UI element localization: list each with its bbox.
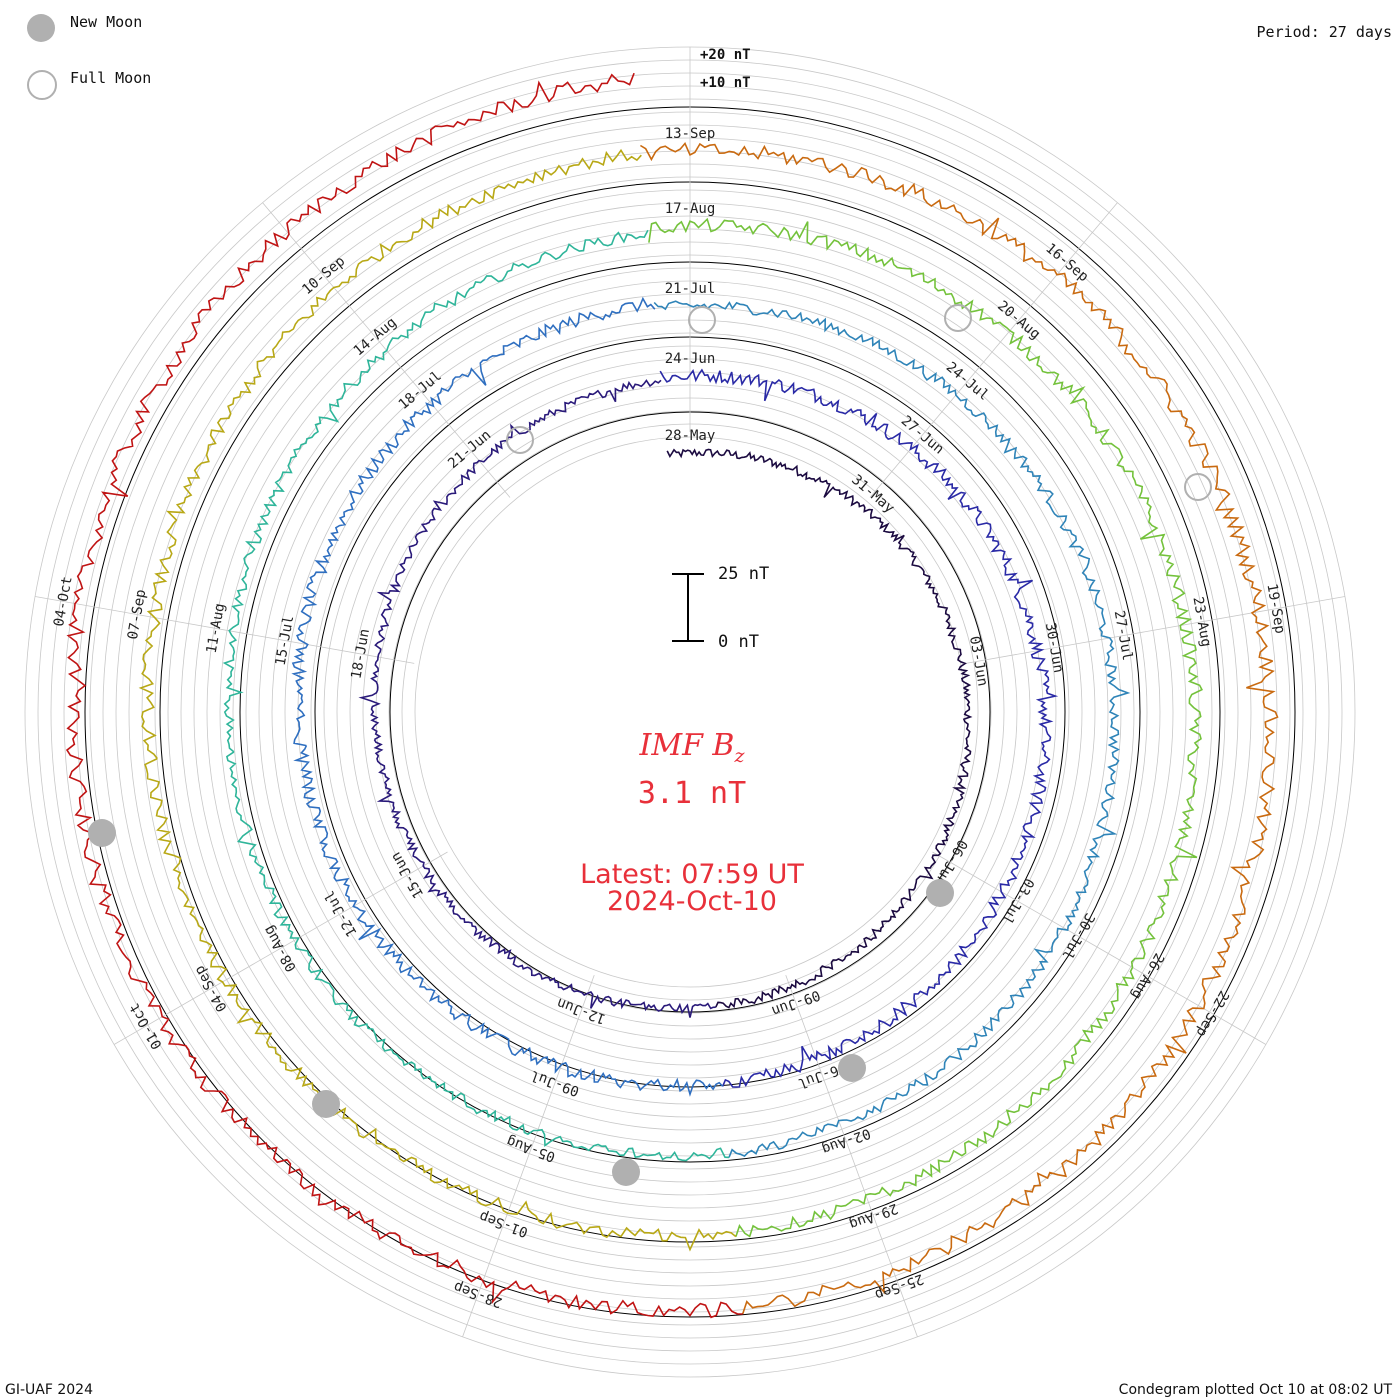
bz-trace-segment [68, 764, 743, 1319]
bz-trace-segment [648, 217, 1197, 669]
grid-spoke [462, 974, 595, 1338]
date-label: 17-Aug [665, 201, 716, 217]
footer-credit: GI-UAF 2024 [5, 1382, 93, 1398]
baseline-ring [314, 336, 1066, 1088]
date-label: 01-Sep [477, 1208, 530, 1240]
latest-date: 2024-Oct-10 [607, 886, 777, 917]
bz-trace-segment [659, 368, 1050, 681]
scale-top-label: 25 nT [718, 564, 770, 584]
current-value: 3.1 nT [637, 776, 747, 811]
new-moon-marker [926, 879, 954, 907]
date-label: 29-Aug [847, 1200, 900, 1232]
bz-traces [65, 72, 1279, 1319]
new-moon-marker [312, 1090, 340, 1118]
bz-trace-segment [715, 687, 973, 1009]
date-label: 20-Aug [994, 298, 1043, 343]
grid-ring [388, 410, 992, 1014]
date-label: 10-Sep [299, 253, 348, 298]
bz-trace-segment [293, 745, 724, 1097]
date-label: 22-Sep [1193, 988, 1232, 1040]
date-label: 24-Jul [943, 359, 992, 404]
period-label: Period: 27 days [1256, 23, 1392, 41]
new-moon-marker [612, 1158, 640, 1186]
latest-time: Latest: 07:59 UT [580, 859, 804, 890]
date-label: 15-Jul [273, 614, 298, 667]
bz-trace-segment [653, 300, 1118, 677]
parameter-subscript: z [734, 745, 745, 767]
grid-spoke [113, 851, 448, 1045]
date-label: 30-Jun [1042, 622, 1067, 675]
grid-spoke [965, 596, 1345, 664]
moon-markers [88, 304, 1212, 1186]
date-label: 27-Jun [898, 413, 947, 458]
bz-trace-segment [741, 660, 1279, 1315]
grid-ring [349, 371, 1031, 1053]
date-label: 08-Aug [261, 923, 300, 975]
new-moon-marker [838, 1054, 866, 1082]
new-moon-marker [88, 819, 116, 847]
date-label: 14-Aug [351, 315, 400, 360]
full-moon-marker [1184, 473, 1212, 501]
date-label: 23-Aug [1189, 596, 1214, 649]
bz-trace-segment [358, 379, 662, 741]
bz-trace-segment [721, 679, 1059, 1088]
grid-ring [375, 397, 1005, 1027]
date-label: 04-Oct [51, 575, 76, 628]
parameter-name: IMF B [639, 728, 735, 763]
bz-trace-segment [144, 757, 737, 1252]
grid-spoke [932, 851, 1267, 1045]
bz-trace-segment [666, 448, 972, 689]
grid-spoke [869, 202, 1118, 498]
date-label: 13-Sep [665, 126, 716, 142]
scale-bottom-label: 0 nT [718, 632, 759, 652]
bz-trace-segment [222, 229, 649, 753]
date-label: 03-Jun [966, 635, 991, 688]
footer-plotted: Condegram plotted Oct 10 at 08:02 UT [1118, 1382, 1392, 1398]
bz-trace-segment [138, 148, 642, 760]
date-label: 25-Sep [873, 1270, 926, 1302]
date-label: 21-Jul [665, 281, 716, 297]
date-label: 18-Jun [348, 628, 373, 681]
grid-ring [323, 345, 1057, 1079]
grid-ring [362, 384, 1018, 1040]
ref-level-10: +10 nT [700, 75, 751, 91]
bz-trace-segment [639, 142, 1273, 662]
date-label: 24-Jun [665, 351, 716, 367]
full-moon-label: Full Moon [70, 69, 152, 87]
date-label: 28-May [665, 428, 716, 444]
full-moon-marker [506, 426, 534, 454]
full-moon-marker [688, 306, 716, 334]
baseline-ring [389, 411, 991, 1013]
date-label: 28-Sep [452, 1278, 505, 1310]
bz-trace-segment [225, 751, 730, 1162]
bz-trace-segment [373, 739, 716, 1018]
date-label: 19-Sep [1263, 582, 1288, 635]
date-label: 05-Aug [505, 1132, 558, 1164]
scale-bar [672, 573, 704, 642]
grid-spoke [785, 974, 918, 1338]
grid-spoke [35, 596, 415, 664]
new-moon-icon [27, 14, 55, 42]
bz-trace-segment [291, 296, 656, 747]
date-label: 02-Aug [820, 1125, 873, 1157]
date-label: 07-Sep [125, 588, 150, 641]
bz-trace-segment [65, 72, 635, 766]
bz-trace-segment [735, 668, 1203, 1238]
ref-level-20: +20 nT [700, 47, 751, 63]
full-moon-marker [944, 304, 972, 332]
bz-trace-segment [728, 674, 1131, 1158]
date-label: 26-Aug [1128, 950, 1167, 1002]
new-moon-label: New Moon [70, 13, 143, 31]
date-label: 16-Sep [1042, 240, 1091, 285]
grid-spokes [35, 47, 1345, 1338]
full-moon-icon [27, 70, 57, 100]
parameter-title: IMF Bz [0, 728, 1384, 767]
